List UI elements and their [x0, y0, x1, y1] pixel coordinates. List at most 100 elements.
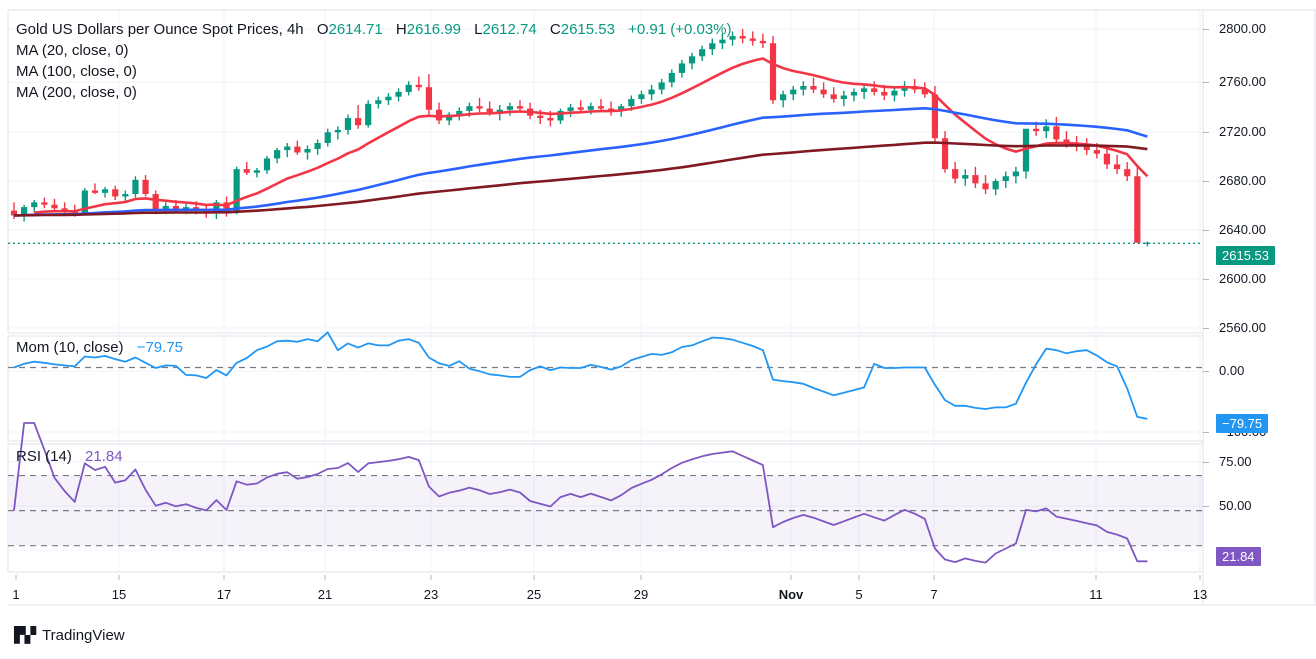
candle: [648, 84, 655, 101]
candle: [1002, 171, 1009, 189]
axis-tick-mark: [1203, 506, 1209, 507]
candle: [739, 29, 746, 44]
time-axis-tick: 29: [633, 587, 649, 602]
rsi-series: [8, 422, 1203, 564]
candle: [304, 145, 311, 160]
candle: [233, 166, 240, 215]
candle: [1022, 128, 1030, 179]
candle: [850, 88, 858, 102]
momentum-series: [8, 331, 1203, 420]
candle: [1012, 166, 1019, 184]
candle: [749, 31, 756, 46]
momentum-label: Mom (10, close): [16, 339, 124, 356]
candle: [516, 100, 524, 113]
time-axis-tick: 23: [423, 587, 439, 602]
candle: [830, 87, 837, 103]
candle: [101, 186, 109, 198]
rsi-line: [13, 422, 1148, 564]
candle: [972, 166, 979, 189]
candle: [860, 83, 868, 100]
candle: [365, 100, 372, 128]
ohlc-high-label: H: [395, 21, 407, 38]
axis-tick-mark: [1203, 82, 1209, 83]
candle: [476, 97, 483, 113]
axis-tick-mark: [1203, 230, 1209, 231]
candle: [375, 96, 382, 109]
ma20-legend[interactable]: MA (20, close, 0): [16, 42, 129, 59]
tradingview-logo[interactable]: ▛▞ TradingView: [14, 626, 125, 645]
candle: [567, 103, 574, 117]
candle: [982, 175, 989, 195]
time-axis-tick: 15: [111, 587, 127, 602]
rsi-legend[interactable]: RSI (14) 21.84: [16, 448, 123, 465]
candle: [901, 81, 908, 97]
price-axis-tick: 2720.00: [1219, 124, 1266, 139]
axis-tick-mark: [1203, 132, 1209, 133]
time-axis-tick: 25: [526, 587, 542, 602]
candle: [324, 128, 331, 147]
ma100-line: [13, 107, 1148, 217]
momentum-value: −79.75: [136, 339, 183, 356]
price-axis-tick: 2800.00: [1219, 21, 1266, 36]
price-axis-tick: 2680.00: [1219, 173, 1266, 188]
candle: [658, 78, 665, 95]
candle: [1053, 116, 1060, 143]
candle: [51, 198, 58, 211]
axis-tick-mark: [1203, 181, 1209, 182]
candle: [344, 114, 352, 135]
symbol-legend[interactable]: Gold US Dollars per Ounce Spot Prices, 4…: [16, 21, 732, 38]
ma100-legend[interactable]: MA (100, close, 0): [16, 63, 137, 80]
candle: [678, 59, 686, 78]
candle: [557, 108, 564, 124]
candle: [506, 102, 513, 116]
price-axis-tick: 2760.00: [1219, 74, 1266, 89]
candle: [607, 101, 615, 116]
momentum-line: [13, 331, 1148, 420]
candle: [132, 176, 139, 198]
rsi-badge: 21.84: [1216, 547, 1261, 566]
candle: [769, 36, 777, 104]
candle: [435, 102, 443, 124]
candle: [253, 167, 260, 178]
time-axis-tick: 11: [1089, 587, 1103, 602]
candle: [415, 76, 422, 91]
rsi-axis-tick: 50.00: [1219, 498, 1252, 513]
candle: [709, 38, 716, 56]
candle: [719, 33, 726, 50]
time-axis-tick: 5: [855, 587, 863, 602]
time-axis-tick: 13: [1192, 587, 1208, 602]
axis-tick-marks: [15, 575, 1201, 580]
ma200-legend[interactable]: MA (200, close, 0): [16, 84, 137, 101]
candle: [41, 197, 48, 209]
candle: [952, 162, 959, 184]
panel-frames: [7, 9, 1316, 606]
rsi-axis-tick: 75.00: [1219, 454, 1252, 469]
tradingview-mark-icon: ▛▞: [14, 627, 36, 644]
momentum-legend[interactable]: Mom (10, close) −79.75: [16, 339, 183, 356]
ohlc-low-value: 2612.74: [482, 21, 537, 38]
axis-tick-mark: [1203, 432, 1209, 433]
candle: [91, 183, 99, 195]
rsi-value: 21.84: [85, 448, 123, 465]
candle: [941, 131, 949, 173]
candle: [122, 190, 129, 203]
price-axis-tick: 2640.00: [1219, 222, 1266, 237]
ohlc-high-value: 2616.99: [406, 21, 461, 38]
ma200-line: [13, 141, 1148, 217]
candle: [354, 105, 362, 129]
rsi-label: RSI (14): [16, 448, 72, 465]
candle: [395, 88, 402, 102]
candle: [81, 188, 88, 216]
candle: [274, 147, 281, 164]
candle: [1043, 119, 1050, 139]
candle: [699, 45, 706, 62]
last-price-badge: 2615.53: [1216, 246, 1275, 265]
ohlc-open-label: O: [316, 21, 329, 38]
candle: [668, 69, 675, 88]
symbol-title: Gold US Dollars per Ounce Spot Prices, 4…: [16, 21, 304, 38]
time-axis-tick: 21: [317, 587, 333, 602]
price-axis-tick: 2560.00: [1219, 320, 1266, 335]
candle: [1113, 154, 1121, 174]
axis-tick-mark: [1203, 328, 1209, 329]
